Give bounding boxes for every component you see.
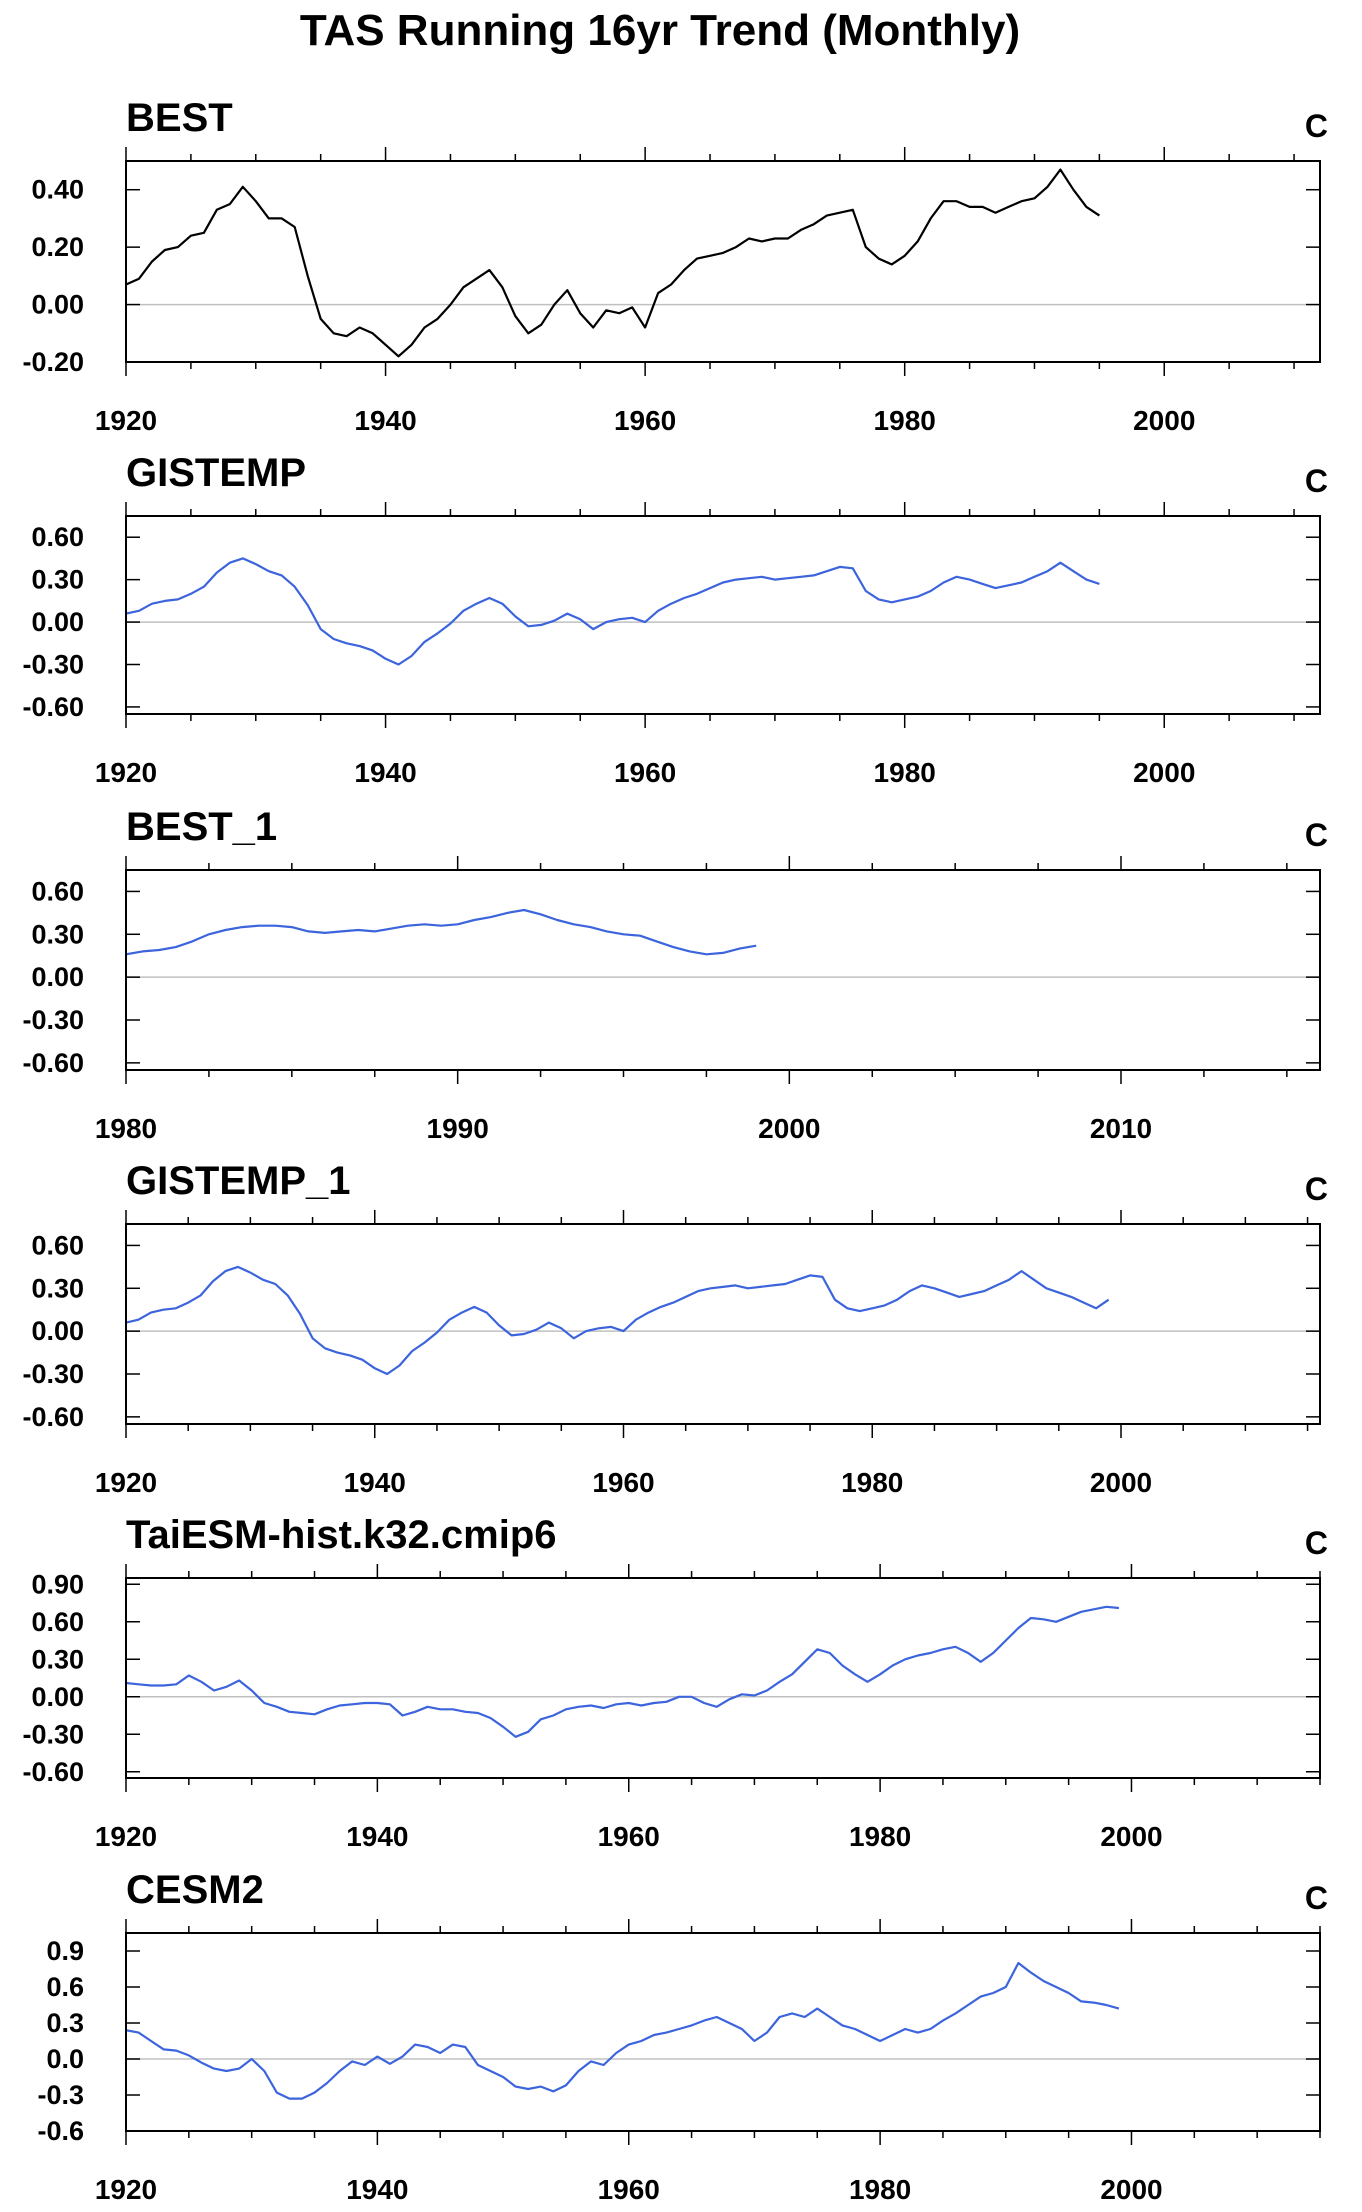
x-tick-label: 1940: [354, 757, 416, 788]
y-tick-label: -0.6: [37, 2116, 84, 2146]
x-tick-label: 2000: [1100, 1821, 1162, 1852]
x-tick-label: 1940: [344, 1467, 406, 1498]
y-tick-label: -0.60: [22, 1757, 84, 1787]
y-tick-label: -0.60: [22, 1048, 84, 1078]
y-tick-label: 0.30: [31, 565, 84, 595]
series-line: [125, 908, 757, 956]
panel-title: BEST: [126, 96, 233, 140]
y-tick-label: -0.3: [37, 2080, 84, 2110]
unit-label: C: [1305, 1880, 1328, 1916]
unit-label: C: [1305, 1171, 1328, 1207]
x-tick-label: 1920: [95, 1821, 157, 1852]
x-tick-label: 1960: [598, 2174, 660, 2205]
y-tick-label: 0.00: [31, 1316, 84, 1346]
plot-frame: [125, 869, 1321, 1071]
y-tick-label: 0.0: [46, 2044, 84, 2074]
series-line: [125, 168, 1101, 358]
x-tick-label: 1980: [95, 1113, 157, 1144]
y-tick-label: -0.30: [22, 1005, 84, 1035]
y-tick-label: 0.00: [31, 290, 84, 320]
y-tick-label: 0.9: [46, 1936, 84, 1966]
y-tick-label: 0.30: [31, 1273, 84, 1303]
x-tick-label: 1940: [354, 405, 416, 436]
chart-panel-5: TaiESM-hist.k32.cmip6 C 0.90 0.60 0.30 0.00 -0…: [22, 1513, 1328, 1852]
x-tick-label: 1920: [95, 757, 157, 788]
y-tick-label: 0.00: [31, 962, 84, 992]
unit-label: C: [1305, 108, 1328, 144]
y-tick-label: 0.90: [31, 1569, 84, 1599]
panel-title: TaiESM-hist.k32.cmip6: [126, 1513, 557, 1557]
plot-frame: [125, 1577, 1321, 1779]
x-tick-label: 2000: [758, 1113, 820, 1144]
y-tick-label: 0.30: [31, 1644, 84, 1674]
plot-frame: [125, 515, 1321, 715]
y-tick-label: 0.40: [31, 175, 84, 205]
y-tick-label: -0.60: [22, 1402, 84, 1432]
x-tick-label: 2000: [1090, 1467, 1152, 1498]
x-tick-label: 1960: [592, 1467, 654, 1498]
y-tick-label: 0.3: [46, 2008, 84, 2038]
unit-label: C: [1305, 817, 1328, 853]
y-tick-label: -0.30: [22, 1359, 84, 1389]
y-tick-label: 0.00: [31, 1682, 84, 1712]
y-tick-label: 0.60: [31, 522, 84, 552]
y-tick-label: -0.30: [22, 650, 84, 680]
x-tick-label: 1960: [614, 757, 676, 788]
x-tick-label: 1920: [95, 1467, 157, 1498]
y-tick-label: 0.60: [31, 1230, 84, 1260]
x-tick-label: 2000: [1133, 405, 1195, 436]
y-tick-label: 0.6: [46, 1972, 84, 2002]
chart-panel-2: GISTEMP C 0.60 0.30 0.00 -0.30 -0.60 1920 1940 19…: [22, 451, 1328, 788]
panel-title: GISTEMP_1: [126, 1159, 351, 1203]
x-tick-label: 2000: [1133, 757, 1195, 788]
plot-frame: [125, 160, 1321, 363]
panel-title: GISTEMP: [126, 451, 306, 495]
x-tick-label: 1980: [849, 2174, 911, 2205]
y-tick-label: 0.00: [31, 607, 84, 637]
series-line: [125, 1961, 1120, 2100]
x-tick-label: 1920: [95, 2174, 157, 2205]
series-line: [125, 1605, 1120, 1738]
x-tick-label: 1980: [874, 405, 936, 436]
chart-panel-3: BEST_1 C 0.60 0.30 0.00 -0.30 -0.60 1980 1990 200…: [22, 805, 1328, 1144]
y-tick-label: 0.30: [31, 919, 84, 949]
x-tick-label: 1980: [849, 1821, 911, 1852]
x-tick-label: 1980: [841, 1467, 903, 1498]
y-tick-label: 0.60: [31, 1607, 84, 1637]
x-tick-label: 1940: [346, 2174, 408, 2205]
x-tick-label: 1920: [95, 405, 157, 436]
x-tick-label: 1980: [874, 757, 936, 788]
x-tick-label: 2010: [1090, 1113, 1152, 1144]
figure-title: TAS Running 16yr Trend (Monthly): [299, 6, 1021, 55]
plot-frame: [125, 1932, 1321, 2132]
panel-title: CESM2: [126, 1868, 264, 1912]
x-tick-label: 1960: [598, 1821, 660, 1852]
y-tick-label: -0.20: [22, 347, 84, 377]
unit-label: C: [1305, 1525, 1328, 1561]
chart-panel-6: CESM2 C 0.9 0.6 0.3 0.0 -0.3 -0.6 1920 1940 1960 19…: [37, 1868, 1328, 2205]
chart-panel-4: GISTEMP_1 C 0.60 0.30 0.00 -0.30 -0.60 1920 1940…: [22, 1159, 1328, 1498]
y-tick-label: 0.60: [31, 876, 84, 906]
x-tick-label: 1940: [346, 1821, 408, 1852]
series-line: [125, 1265, 1110, 1376]
x-tick-label: 1990: [427, 1113, 489, 1144]
plot-frame: [125, 1223, 1321, 1425]
x-tick-label: 2000: [1100, 2174, 1162, 2205]
unit-label: C: [1305, 463, 1328, 499]
y-tick-label: -0.60: [22, 692, 84, 722]
series-line: [125, 557, 1100, 666]
x-tick-label: 1960: [614, 405, 676, 436]
chart-panel-1: BEST C 0.40 0.20 0.00 -0.20 1920 1940 1960 1980 20…: [22, 96, 1328, 436]
y-tick-label: 0.20: [31, 232, 84, 262]
y-tick-label: -0.30: [22, 1719, 84, 1749]
panel-title: BEST_1: [126, 805, 277, 849]
